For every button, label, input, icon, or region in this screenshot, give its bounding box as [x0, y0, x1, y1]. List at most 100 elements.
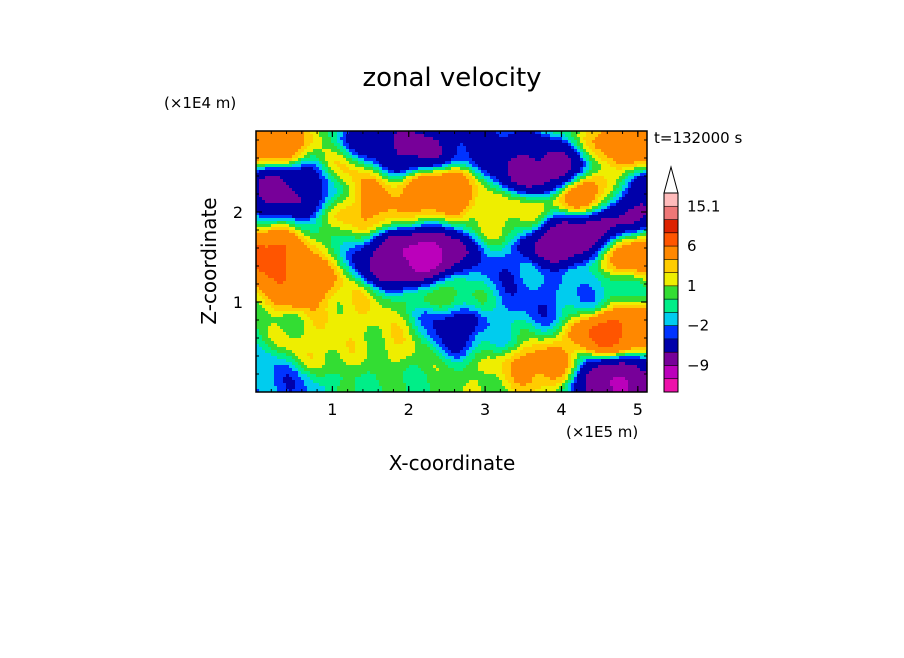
contour-cell [586, 152, 590, 156]
contour-cell [385, 203, 389, 207]
contour-cell [472, 146, 476, 150]
contour-cell [367, 209, 371, 213]
contour-cell [508, 173, 512, 177]
contour-cell [256, 230, 260, 234]
contour-cell [436, 203, 440, 207]
contour-cell [631, 185, 635, 189]
contour-cell [298, 206, 302, 210]
contour-cell [394, 200, 398, 204]
contour-cell [580, 233, 584, 237]
contour-cell [529, 137, 533, 141]
contour-cell [325, 134, 329, 138]
contour-cell [493, 209, 497, 213]
contour-cell [421, 236, 425, 240]
contour-cell [280, 212, 284, 216]
contour-cell [544, 188, 548, 192]
contour-cell [430, 191, 434, 195]
contour-cell [316, 176, 320, 180]
contour-cell [313, 215, 317, 219]
contour-cell [418, 218, 422, 222]
contour-cell [502, 131, 506, 135]
contour-cell [388, 182, 392, 186]
contour-cell [277, 137, 281, 141]
contour-cell [391, 230, 395, 234]
contour-cell [532, 185, 536, 189]
contour-cell [373, 242, 377, 246]
contour-cell [568, 170, 572, 174]
contour-cell [553, 212, 557, 216]
contour-cell [427, 146, 431, 150]
contour-cell [343, 149, 347, 153]
contour-cell [307, 164, 311, 168]
contour-cell [433, 161, 437, 165]
contour-cell [379, 191, 383, 195]
contour-cell [385, 131, 389, 135]
contour-cell [622, 194, 626, 198]
contour-cell [394, 152, 398, 156]
contour-cell [616, 140, 620, 144]
contour-cell [643, 134, 647, 138]
contour-cell [265, 203, 269, 207]
contour-cell [475, 194, 479, 198]
contour-cell [310, 179, 314, 183]
contour-cell [445, 221, 449, 225]
contour-cell [382, 170, 386, 174]
contour-cell [433, 197, 437, 201]
contour-cell [517, 197, 521, 201]
contour-cell [502, 161, 506, 165]
contour-cell [370, 218, 374, 222]
contour-cell [523, 191, 527, 195]
contour-cell [643, 212, 647, 216]
contour-cell [319, 176, 323, 180]
contour-cell [403, 134, 407, 138]
contour-cell [469, 215, 473, 219]
contour-cell [409, 218, 413, 222]
contour-cell [610, 179, 614, 183]
contour-cell [325, 242, 329, 246]
contour-cell [634, 209, 638, 213]
contour-cell [625, 155, 629, 159]
contour-cell [433, 221, 437, 225]
contour-cell [553, 176, 557, 180]
contour-cell [331, 242, 335, 246]
contour-cell [454, 230, 458, 234]
contour-cell [259, 137, 263, 141]
contour-cell [328, 170, 332, 174]
contour-cell [424, 140, 428, 144]
contour-cell [451, 218, 455, 222]
contour-cell [259, 161, 263, 165]
contour-cell [415, 206, 419, 210]
contour-cell [364, 239, 368, 243]
contour-cell [457, 143, 461, 147]
contour-cell [274, 158, 278, 162]
contour-cell [547, 200, 551, 204]
contour-cell [538, 242, 542, 246]
contour-cell [451, 176, 455, 180]
contour-cell [406, 194, 410, 198]
contour-cell [445, 167, 449, 171]
contour-cell [313, 242, 317, 246]
contour-cell [589, 176, 593, 180]
contour-cell [274, 164, 278, 168]
contour-cell [259, 236, 263, 240]
contour-cell [322, 218, 326, 222]
contour-cell [457, 137, 461, 141]
contour-cell [610, 143, 614, 147]
contour-cell [256, 173, 260, 177]
contour-cell [565, 209, 569, 213]
contour-cell [346, 158, 350, 162]
contour-cell [610, 167, 614, 171]
contour-cell [430, 161, 434, 165]
contour-cell [343, 221, 347, 225]
contour-cell [412, 203, 416, 207]
contour-cell [487, 239, 491, 243]
contour-cell [547, 218, 551, 222]
contour-cell [364, 221, 368, 225]
contour-cell [355, 206, 359, 210]
contour-cell [577, 149, 581, 153]
contour-cell [277, 179, 281, 183]
contour-cell [430, 194, 434, 198]
contour-cell [544, 212, 548, 216]
contour-cell [322, 176, 326, 180]
contour-cell [442, 236, 446, 240]
